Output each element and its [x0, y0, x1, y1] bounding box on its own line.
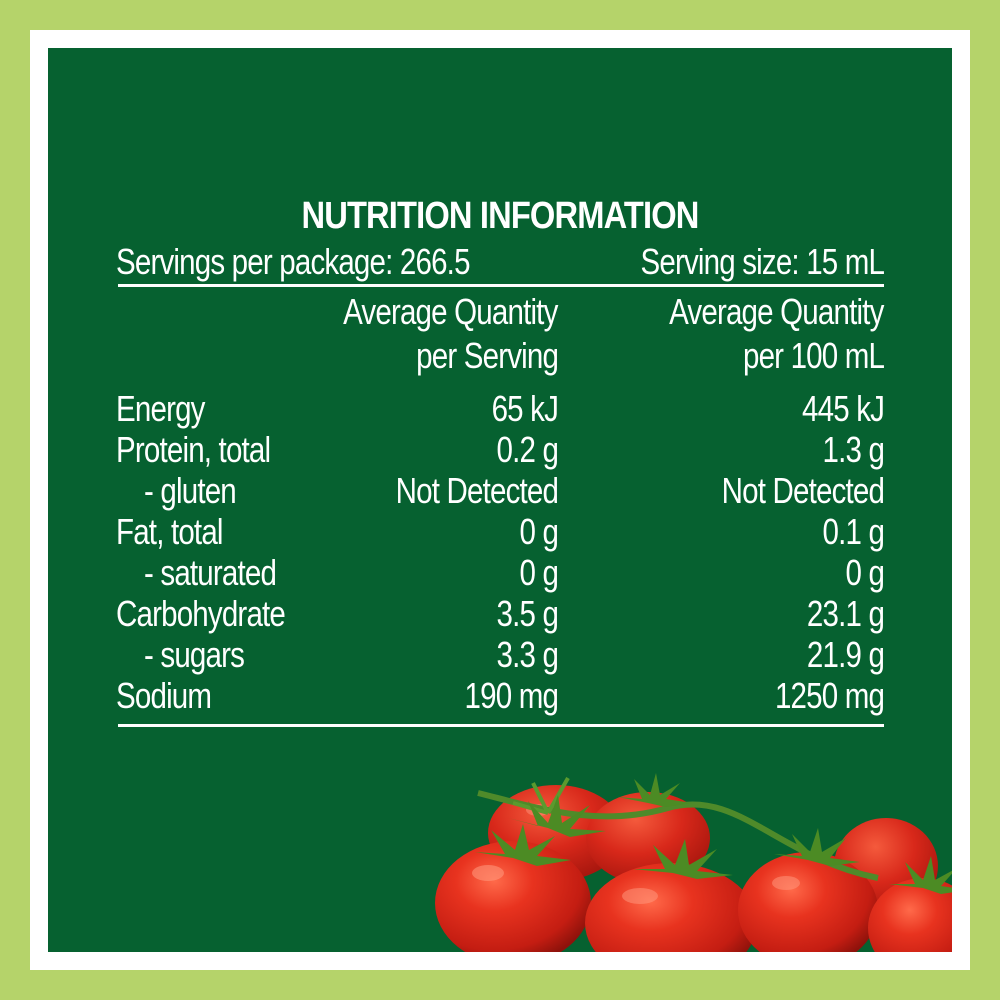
protein-per-100ml: 1.3 g [822, 429, 884, 470]
protein-per-serving: 0.2 g [496, 429, 558, 470]
saturated-per-100ml: 0 g [845, 552, 884, 593]
energy-per-100ml: 445 kJ [801, 388, 885, 429]
sugars-per-100ml: 21.9 g [806, 634, 885, 675]
carbohydrate-per-serving: 3.5 g [496, 593, 558, 634]
sugars-per-serving: 3.3 g [496, 634, 558, 675]
col1-header-line2: per Serving [416, 335, 559, 376]
gluten-per-100ml: Not Detected [721, 470, 885, 511]
header-rule [118, 284, 884, 287]
energy-per-serving: 65 kJ [491, 388, 559, 429]
nutrient-name-saturated: - saturated [144, 552, 277, 593]
nutrient-name-energy: Energy [116, 388, 205, 429]
nutrient-name-carbohydrate: Carbohydrate [116, 593, 286, 634]
nutrient-name-sugars: - sugars [144, 634, 245, 675]
gluten-per-serving: Not Detected [395, 470, 559, 511]
col2-header-line1: Average Quantity [669, 291, 885, 332]
nutrient-name-protein: Protein, total [116, 429, 271, 470]
tomatoes-image [435, 773, 952, 952]
sodium-per-serving: 190 mg [464, 675, 558, 716]
servings-per-package: Servings per package: 266.5 [116, 241, 470, 282]
col1-header-line1: Average Quantity [343, 291, 559, 332]
nutrient-name-fat: Fat, total [116, 511, 223, 552]
nutrition-panel: NUTRITION INFORMATION Servings per packa… [48, 48, 952, 952]
carbohydrate-per-100ml: 23.1 g [806, 593, 885, 634]
fat-per-100ml: 0.1 g [822, 511, 884, 552]
col2-header-line2: per 100 mL [742, 335, 885, 376]
nutrient-name-sodium: Sodium [116, 675, 212, 716]
fat-per-serving: 0 g [519, 511, 558, 552]
saturated-per-serving: 0 g [519, 552, 558, 593]
nutrition-title: NUTRITION INFORMATION [301, 195, 699, 237]
footer-rule [118, 724, 884, 727]
nutrient-name-gluten: - gluten [144, 470, 237, 511]
sodium-per-100ml: 1250 mg [774, 675, 885, 716]
serving-size: Serving size: 15 mL [640, 241, 884, 282]
